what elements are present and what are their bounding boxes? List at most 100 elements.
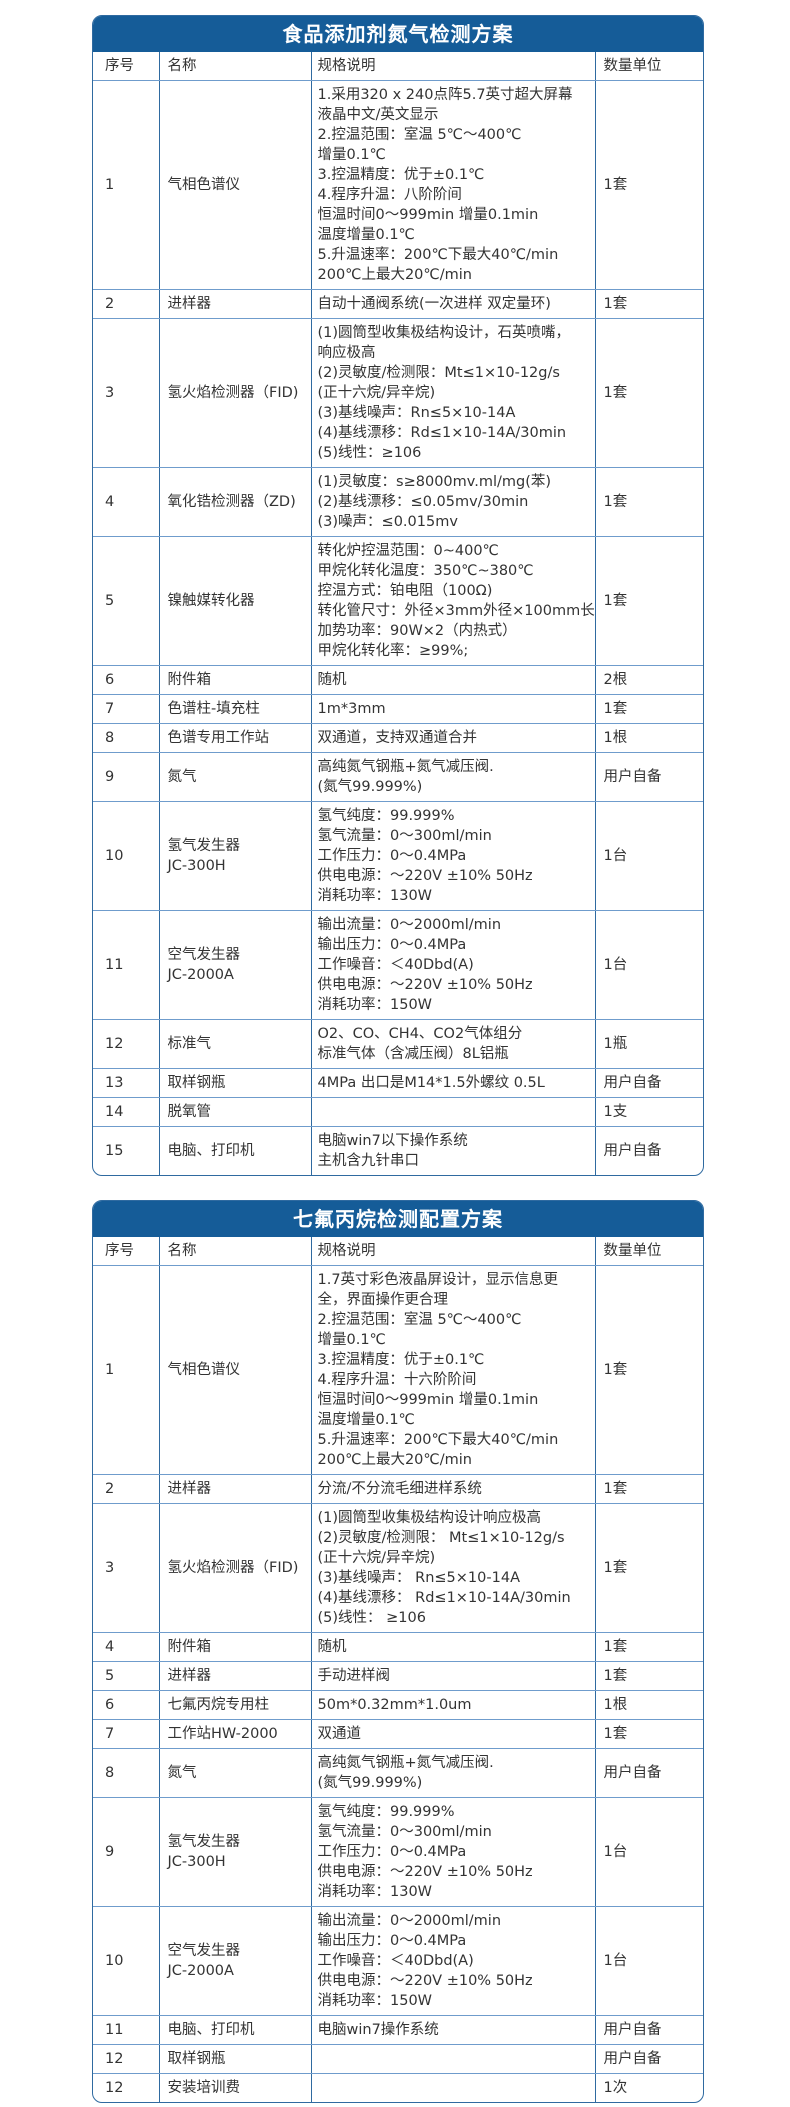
item-name-line: 镍触媒转化器 xyxy=(167,593,255,609)
quantity-unit: 用户自备 xyxy=(603,1143,662,1159)
quantity-unit: 1套 xyxy=(595,536,703,666)
item-name-line: 七氟丙烷专用柱 xyxy=(167,1697,270,1713)
row-number: 2 xyxy=(93,1474,160,1504)
spec-table: 序号 名称 规格说明 数量单位 1 气相色谱仪 1.采用320 x 240点阵5.7英寸超大… xyxy=(93,52,703,1175)
spec-cell: 1.7英寸彩色液晶屏设计，显示信息更 全，界面操作更合理 2.控温范围：室温 5℃～… xyxy=(311,1265,596,1475)
item-name-line: 进样器 xyxy=(167,296,212,312)
spec-line: 3.控温精度：优于±0.1℃ xyxy=(317,1352,485,1368)
spec-line: (3)噪声：≤0.015mv xyxy=(317,514,458,530)
spec-line: 电脑win7操作系统 xyxy=(317,2022,439,2038)
row-number: 2 xyxy=(93,289,160,319)
spec-cell: 电脑win7操作系统 xyxy=(311,2015,596,2045)
item-name-cell: 空气发生器 JC-2000A xyxy=(159,910,312,1020)
spec-table: 序号 名称 规格说明 数量单位 1 气相色谱仪 1.7英寸彩色液晶屏设计，显示信息更 全，界面… xyxy=(93,1237,703,2102)
quantity-unit: 1套 xyxy=(595,318,703,468)
row-number: 15 xyxy=(93,1126,160,1175)
spec-cell xyxy=(311,1097,596,1127)
spec-line: 4MPa 出口是M14*1.5外螺纹 0.5L xyxy=(317,1075,545,1091)
spec-cell: 1.采用320 x 240点阵5.7英寸超大屏幕 液晶中文/英文显示 2.控温范围：… xyxy=(311,80,596,290)
row-number: 8 xyxy=(93,723,160,753)
table-row: 10 氢气发生器 JC-300H 氢气纯度：99.999% 氢气流量：0～300ml/m… xyxy=(93,801,703,911)
item-name-line: 色谱柱-填充柱 xyxy=(167,701,260,717)
row-number: 7 xyxy=(93,1719,160,1749)
table-row: 4 附件箱 随机 1套 xyxy=(93,1632,703,1662)
item-name-cell: 取样钢瓶 xyxy=(159,1068,312,1098)
table-row: 9 氮气 高纯氮气钢瓶+氮气减压阀. (氮气99.999%) 用户自备 xyxy=(93,752,703,802)
quantity-unit: 1套 xyxy=(595,1503,703,1633)
spec-line: 响应极高 xyxy=(317,345,376,361)
item-name-cell: 氮气 xyxy=(159,1748,312,1798)
spec-cell: 50m*0.32mm*1.0um xyxy=(311,1690,596,1720)
spec-line: 工作噪音：＜40Dbd(A) xyxy=(317,1953,474,1969)
spec-line: 标准气体（含减压阀）8L铝瓶 xyxy=(317,1046,509,1062)
spec-line: 恒温时间0～999min 增量0.1min xyxy=(317,207,539,223)
row-number: 12 xyxy=(93,2044,160,2074)
spec-line: 主机含九针串口 xyxy=(317,1153,420,1169)
item-name-cell: 进样器 xyxy=(159,289,312,319)
spec-cell: (1)圆筒型收集极结构设计，石英喷嘴， 响应极高 (2)灵敏度/检测限：Mt≤1×1… xyxy=(311,318,596,468)
table-row: 1 气相色谱仪 1.采用320 x 240点阵5.7英寸超大屏幕 液晶中文/英文显示 2… xyxy=(93,80,703,290)
item-name-line: 气相色谱仪 xyxy=(167,1362,241,1378)
table-row: 9 氢气发生器 JC-300H 氢气纯度：99.999% 氢气流量：0～300ml/mi… xyxy=(93,1797,703,1907)
item-name-line: 气相色谱仪 xyxy=(167,177,241,193)
quantity-unit: 1台 xyxy=(595,1797,703,1907)
quantity-unit: 1套 xyxy=(595,1719,703,1749)
spec-line: (2)灵敏度/检测限： Mt≤1×10-12g/s xyxy=(317,1530,565,1546)
spec-line: 4.程序升温：十六阶阶间 xyxy=(317,1372,477,1388)
item-name-line: JC-2000A xyxy=(167,967,234,983)
spec-line: 增量0.1℃ xyxy=(317,147,386,163)
table-row: 11 电脑、打印机 电脑win7操作系统 用户自备 xyxy=(93,2015,703,2045)
item-name-line: JC-2000A xyxy=(167,1963,234,1979)
spec-line: 输出流量：0～2000ml/min xyxy=(317,1913,502,1929)
item-name-cell: 取样钢瓶 xyxy=(159,2044,312,2074)
table-row: 10 空气发生器 JC-2000A 输出流量：0～2000ml/min 输出压力：0～0… xyxy=(93,1906,703,2016)
table-row: 12 安装培训费 1次 xyxy=(93,2073,703,2102)
table-row: 4 氧化锆检测器（ZD) (1)灵敏度：s≥8000mv.ml/mg(苯) (2)基线… xyxy=(93,467,703,537)
spec-line: 温度增量0.1℃ xyxy=(317,227,415,243)
table-row: 7 工作站HW-2000 双通道 1套 xyxy=(93,1719,703,1749)
item-name-cell: 附件箱 xyxy=(159,665,312,695)
row-number: 5 xyxy=(93,536,160,666)
spec-line: 氢气流量：0～300ml/min xyxy=(317,1824,492,1840)
item-name-line: 电脑、打印机 xyxy=(167,1143,255,1159)
table-row: 1 气相色谱仪 1.7英寸彩色液晶屏设计，显示信息更 全，界面操作更合理 2.控温范围：… xyxy=(93,1265,703,1475)
item-name-line: 氢气发生器 xyxy=(167,1834,241,1850)
row-number: 4 xyxy=(93,467,160,537)
item-name-cell: 气相色谱仪 xyxy=(159,80,312,290)
spec-line: 甲烷化转化温度：350℃~380℃ xyxy=(317,563,534,579)
header-row: 序号 名称 规格说明 数量单位 xyxy=(93,52,703,81)
spec-line: 工作噪音：＜40Dbd(A) xyxy=(317,957,474,973)
spec-line: 手动进样阀 xyxy=(317,1668,391,1684)
item-name-cell: 工作站HW-2000 xyxy=(159,1719,312,1749)
quantity-unit: 1套 xyxy=(595,1474,703,1504)
table-row: 11 空气发生器 JC-2000A 输出流量：0～2000ml/min 输出压力：0～0… xyxy=(93,910,703,1020)
table-row: 7 色谱柱-填充柱 1m*3mm 1套 xyxy=(93,694,703,724)
spec-line: 5.升温速率：200℃下最大40℃/min xyxy=(317,1432,559,1448)
spec-line: 全，界面操作更合理 xyxy=(317,1292,449,1308)
spec-cell xyxy=(311,2073,596,2102)
item-name-cell: 空气发生器 JC-2000A xyxy=(159,1906,312,2016)
spec-line: 2.控温范围：室温 5℃～400℃ xyxy=(317,1312,522,1328)
spec-cell: 自动十通阀系统(一次进样 双定量环) xyxy=(311,289,596,319)
spec-cell: 输出流量：0～2000ml/min 输出压力：0～0.4MPa 工作噪音：＜40Db… xyxy=(311,1906,596,2016)
item-name-line: 进样器 xyxy=(167,1481,212,1497)
spec-line: 输出压力：0～0.4MPa xyxy=(317,1933,467,1949)
row-number: 3 xyxy=(93,1503,160,1633)
row-number: 4 xyxy=(93,1632,160,1662)
spec-line xyxy=(318,1102,587,1122)
row-number: 11 xyxy=(93,2015,160,2045)
spec-line: 消耗功率：130W xyxy=(317,888,433,904)
spec-cell: 分流/不分流毛细进样系统 xyxy=(311,1474,596,1504)
row-number: 12 xyxy=(93,1019,160,1069)
spec-cell: 1m*3mm xyxy=(311,694,596,724)
spec-line: (1)灵敏度：s≥8000mv.ml/mg(苯) xyxy=(317,474,552,490)
item-name-cell: 气相色谱仪 xyxy=(159,1265,312,1475)
quantity-unit: 1套 xyxy=(595,1632,703,1662)
spec-line: 氢气纯度：99.999% xyxy=(317,808,455,824)
item-name-line: 安装培训费 xyxy=(167,2080,241,2096)
quantity-unit: 1根 xyxy=(595,1690,703,1720)
quantity-unit: 1套 xyxy=(595,1661,703,1691)
table-row: 5 镍触媒转化器 转化炉控温范围：0~400℃ 甲烷化转化温度：350℃~380℃ 控温… xyxy=(93,536,703,666)
item-name-line: 取样钢瓶 xyxy=(167,2051,226,2067)
spec-line: 4.程序升温：八阶阶间 xyxy=(317,187,462,203)
